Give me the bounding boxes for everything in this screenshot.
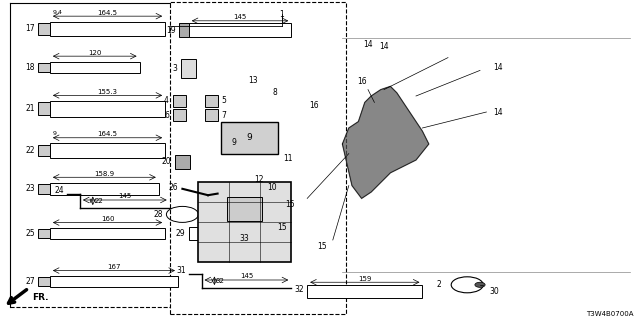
Text: 160: 160 (100, 216, 115, 222)
Text: 2: 2 (436, 280, 441, 289)
Text: 120: 120 (88, 50, 101, 56)
Text: 28: 28 (154, 210, 163, 219)
Bar (170, 2, 346, 314)
Text: 32: 32 (294, 285, 304, 294)
Bar (227, 197, 262, 221)
Polygon shape (342, 86, 429, 198)
Text: 15: 15 (285, 200, 294, 209)
Bar (221, 122, 278, 154)
Text: 26: 26 (169, 183, 179, 192)
Text: 23: 23 (26, 184, 35, 193)
Text: T3W4B0700A: T3W4B0700A (586, 311, 634, 317)
Text: 1: 1 (279, 10, 284, 19)
Text: 9: 9 (247, 133, 252, 142)
Text: FR.: FR. (32, 293, 49, 302)
Text: 14: 14 (493, 63, 502, 72)
Text: 9: 9 (231, 138, 236, 147)
Bar (173, 109, 186, 121)
Bar (50, 143, 165, 158)
Text: 7: 7 (221, 111, 227, 120)
Bar (173, 95, 186, 107)
Text: 9.4: 9.4 (53, 10, 63, 15)
Bar (38, 184, 50, 194)
Bar (38, 63, 50, 72)
Bar (38, 102, 50, 115)
Circle shape (475, 282, 485, 287)
Text: 155.3: 155.3 (97, 89, 118, 95)
Text: 5: 5 (221, 96, 227, 105)
Bar (50, 101, 165, 117)
Text: 6: 6 (164, 111, 169, 120)
Text: 14: 14 (379, 42, 389, 51)
Text: 19: 19 (166, 26, 176, 35)
Text: 25: 25 (26, 229, 35, 238)
Text: 30: 30 (490, 287, 499, 296)
Bar (50, 276, 178, 287)
Text: 159: 159 (358, 276, 371, 282)
Text: 20: 20 (161, 157, 171, 166)
Bar (38, 23, 50, 35)
Bar (198, 182, 291, 262)
Text: 29: 29 (176, 229, 186, 238)
Text: 15: 15 (276, 223, 287, 232)
Text: 3: 3 (172, 64, 177, 73)
Text: 33: 33 (239, 234, 250, 243)
Bar (50, 22, 165, 36)
Text: 10: 10 (267, 183, 277, 192)
Text: 12: 12 (255, 175, 264, 184)
Bar (189, 23, 291, 37)
Text: 16: 16 (356, 77, 367, 86)
Text: 14: 14 (363, 40, 373, 49)
Bar (205, 109, 218, 121)
Text: 145: 145 (118, 193, 131, 199)
Text: 167: 167 (107, 264, 121, 270)
Text: 145: 145 (240, 273, 253, 279)
Bar (38, 277, 50, 286)
Text: 27: 27 (26, 277, 35, 286)
Bar (50, 183, 159, 195)
Bar (50, 228, 165, 239)
Text: 8: 8 (273, 88, 278, 97)
Text: 17: 17 (26, 24, 35, 33)
Text: 4: 4 (164, 96, 169, 105)
Text: 9: 9 (53, 131, 57, 136)
Text: 11: 11 (284, 154, 292, 163)
Text: 21: 21 (26, 104, 35, 113)
Text: 22: 22 (26, 146, 35, 155)
Bar (189, 227, 224, 240)
Text: 32: 32 (216, 278, 225, 284)
Text: 24: 24 (54, 186, 64, 195)
Bar (38, 229, 50, 238)
Text: 16: 16 (308, 101, 319, 110)
Bar (38, 145, 50, 156)
Text: 22: 22 (94, 198, 103, 204)
Text: 18: 18 (26, 63, 35, 72)
Bar (50, 61, 140, 73)
Bar (179, 23, 191, 37)
Bar (181, 59, 196, 78)
Text: 13: 13 (248, 76, 258, 84)
Text: 164.5: 164.5 (97, 10, 118, 16)
Text: 145: 145 (234, 14, 246, 20)
Text: 31: 31 (176, 266, 186, 275)
Text: 164.5: 164.5 (97, 131, 118, 137)
Bar (205, 95, 218, 107)
Text: 15: 15 (317, 242, 326, 251)
Text: 158.9: 158.9 (94, 171, 115, 177)
Bar (307, 285, 422, 298)
Text: 14: 14 (493, 108, 502, 116)
Bar (175, 155, 190, 169)
